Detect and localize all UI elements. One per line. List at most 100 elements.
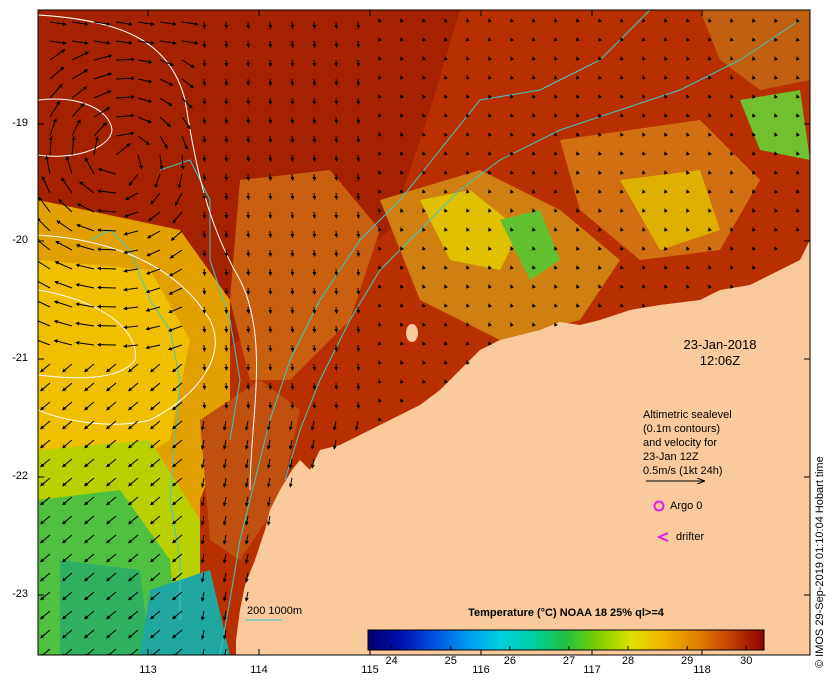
velocity-arrow-icon <box>93 107 111 118</box>
velocity-arrow-icon <box>41 175 51 194</box>
sealevel-contours <box>38 14 257 491</box>
velocity-arrow-icon <box>224 344 229 352</box>
velocity-arrow-icon <box>334 40 339 48</box>
velocity-arrow-icon <box>202 21 207 29</box>
velocity-arrow-icon <box>181 116 191 130</box>
velocity-arrow-icon <box>224 116 229 124</box>
velocity-arrow-icon <box>444 246 448 251</box>
velocity-arrow-icon <box>620 18 624 23</box>
velocity-arrow-icon <box>356 40 361 48</box>
velocity-arrow-icon <box>150 591 161 601</box>
velocity-arrow-icon <box>150 192 161 205</box>
velocity-arrow-icon <box>642 246 646 251</box>
lat-label: -21 <box>12 352 28 364</box>
velocity-arrow-icon <box>202 306 207 314</box>
velocity-arrow-icon <box>128 572 139 582</box>
velocity-arrow-icon <box>49 40 67 45</box>
velocity-arrow-icon <box>488 189 492 194</box>
velocity-arrow-icon <box>246 230 251 238</box>
velocity-arrow-icon <box>246 78 251 86</box>
velocity-arrow-icon <box>444 132 448 137</box>
velocity-arrow-icon <box>150 458 161 468</box>
velocity-arrow-icon <box>290 211 295 219</box>
velocity-arrow-icon <box>356 59 361 67</box>
velocity-arrow-icon <box>172 629 183 639</box>
velocity-arrow-icon <box>620 56 624 61</box>
velocity-arrow-icon <box>222 515 227 526</box>
velocity-arrow-icon <box>290 78 295 86</box>
velocity-arrow-icon <box>488 94 492 99</box>
lat-label: -23 <box>12 588 28 600</box>
velocity-arrow-icon <box>202 230 207 238</box>
velocity-arrow-icon <box>488 227 492 232</box>
colorbar-tick-label: 25 <box>444 655 457 667</box>
velocity-arrow-icon <box>246 363 251 371</box>
velocity-arrow-icon <box>222 553 227 564</box>
velocity-arrow-icon <box>128 439 139 449</box>
velocity-arrow-icon <box>730 94 734 99</box>
velocity-arrow-icon <box>334 192 339 200</box>
colorbar <box>367 629 765 651</box>
velocity-arrow-icon <box>774 246 778 251</box>
velocity-arrow-icon <box>400 227 404 232</box>
velocity-arrow-icon <box>84 553 95 563</box>
velocity-arrow-icon <box>598 303 602 308</box>
velocity-arrow-icon <box>40 534 51 544</box>
velocity-arrow-icon <box>123 287 139 292</box>
velocity-arrow-icon <box>796 37 800 42</box>
velocity-arrow-icon <box>150 515 161 525</box>
velocity-arrow-icon <box>620 75 624 80</box>
velocity-arrow-icon <box>246 97 251 105</box>
velocity-arrow-icon <box>124 192 139 201</box>
velocity-arrow-icon <box>172 401 183 411</box>
velocity-arrow-icon <box>378 322 382 327</box>
velocity-arrow-icon <box>554 322 558 327</box>
velocity-arrow-icon <box>332 439 337 450</box>
velocity-arrow-icon <box>422 341 426 346</box>
velocity-arrow-icon <box>554 265 558 270</box>
velocity-arrow-icon <box>774 113 778 118</box>
velocity-arrow-icon <box>40 458 51 468</box>
velocity-arrow-icon <box>378 284 382 289</box>
velocity-arrow-icon <box>244 458 249 469</box>
velocity-arrow-icon <box>686 132 690 137</box>
velocity-arrow-icon <box>137 154 143 170</box>
velocity-arrow-icon <box>246 173 251 181</box>
velocity-arrow-icon <box>38 280 51 289</box>
velocity-arrow-icon <box>268 249 273 257</box>
velocity-arrow-icon <box>686 284 690 289</box>
velocity-arrow-icon <box>356 325 361 333</box>
velocity-arrow-icon <box>75 243 95 251</box>
velocity-arrow-icon <box>172 648 183 655</box>
lon-label: 117 <box>583 664 601 676</box>
velocity-arrow-icon <box>466 113 470 118</box>
velocity-arrow-icon <box>400 265 404 270</box>
velocity-arrow-icon <box>290 401 295 409</box>
velocity-arrow-icon <box>40 477 51 487</box>
velocity-arrow-icon <box>664 246 668 251</box>
velocity-arrow-icon <box>730 189 734 194</box>
velocity-arrow-icon <box>422 360 426 365</box>
velocity-arrow-icon <box>93 90 112 99</box>
velocity-arrow-icon <box>576 94 580 99</box>
drifter-marker-icon <box>656 532 669 542</box>
velocity-arrow-icon <box>774 37 778 42</box>
velocity-arrow-icon <box>181 135 188 150</box>
velocity-arrow-icon <box>181 21 199 26</box>
velocity-arrow-icon <box>202 268 207 276</box>
velocity-arrow-icon <box>312 173 317 181</box>
velocity-arrow-icon <box>356 135 361 143</box>
velocity-arrow-icon <box>400 246 404 251</box>
velocity-arrow-icon <box>84 629 95 639</box>
velocity-arrow-icon <box>730 265 734 270</box>
velocity-arrow-icon <box>268 21 273 29</box>
velocity-arrow-icon <box>664 208 668 213</box>
velocity-arrow-icon <box>708 151 712 156</box>
velocity-arrow-icon <box>334 211 339 219</box>
velocity-arrow-icon <box>268 135 273 143</box>
velocity-arrow-icon <box>202 344 207 352</box>
velocity-arrow-icon <box>106 458 117 468</box>
velocity-arrow-icon <box>620 132 624 137</box>
velocity-arrow-icon <box>444 18 448 23</box>
velocity-arrow-icon <box>466 303 470 308</box>
